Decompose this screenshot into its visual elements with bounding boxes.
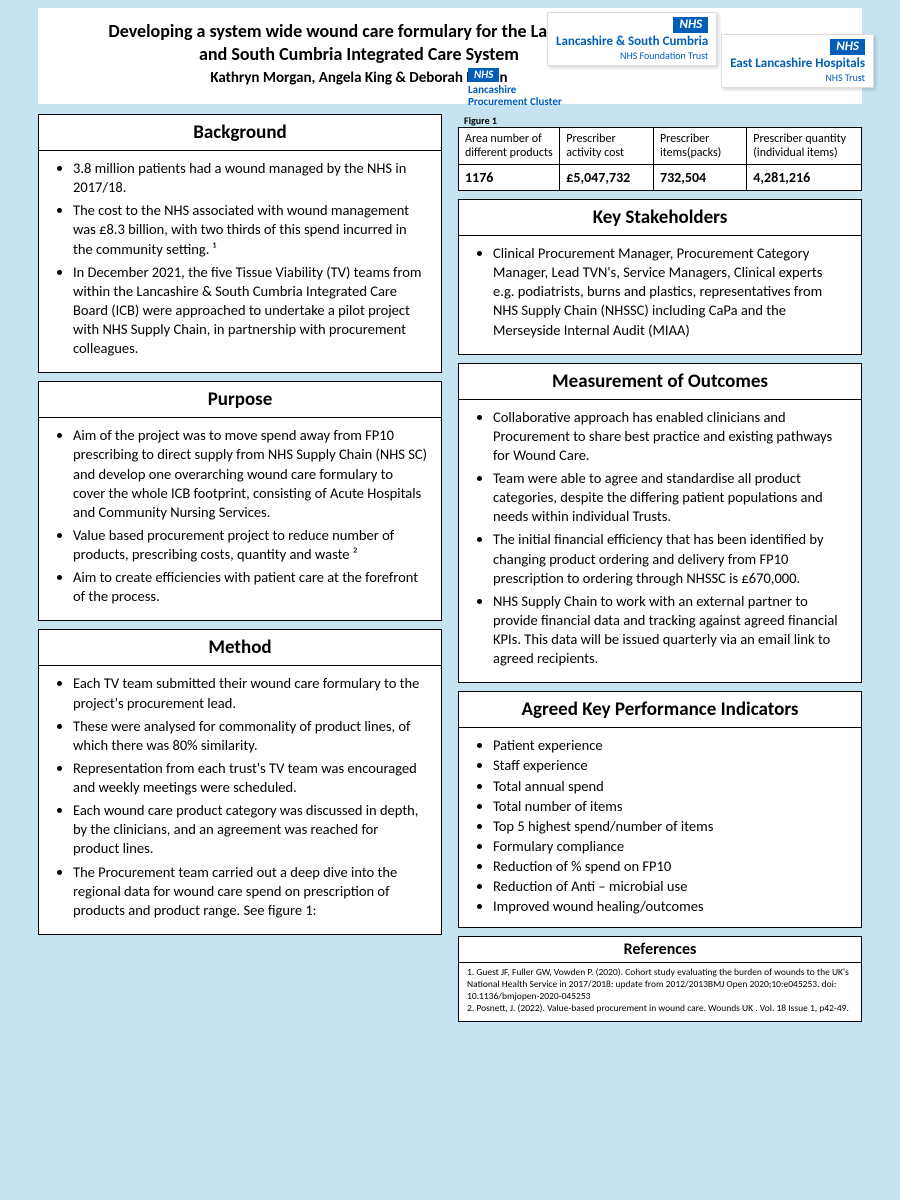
bullet-list: 3.8 million patients had a wound managed… — [53, 159, 427, 358]
panel-title: References — [459, 937, 861, 963]
bullet-list: Patient experienceStaff experience Total … — [473, 736, 847, 916]
left-column: Background 3.8 million patients had a wo… — [38, 114, 442, 1022]
list-item: Aim to create efficiencies with patient … — [73, 568, 427, 606]
table-header: Prescriber activity cost — [560, 128, 654, 165]
bullet-list: Clinical Procurement Manager, Procuremen… — [473, 244, 847, 340]
panel-title: Measurement of Outcomes — [459, 364, 861, 400]
columns: Background 3.8 million patients had a wo… — [38, 114, 862, 1022]
list-item: Top 5 highest spend/number of items — [493, 817, 847, 836]
panel-purpose: Purpose Aim of the project was to move s… — [38, 381, 442, 621]
bullet-list: Each TV team submitted their wound care … — [53, 674, 427, 920]
table-header: Area number of different products — [459, 128, 560, 165]
figure-label: Figure 1 — [458, 114, 862, 127]
panel-stakeholders: Key Stakeholders Clinical Procurement Ma… — [458, 199, 862, 355]
table-header: Prescriber items(packs) — [653, 128, 746, 165]
nhs-badge-icon: NHS — [673, 17, 708, 33]
list-item: Team were able to agree and standardise … — [493, 469, 847, 526]
panel-body: Clinical Procurement Manager, Procuremen… — [459, 236, 861, 354]
logo-elh: NHS East Lancashire Hospitals NHS Trust — [721, 34, 874, 88]
list-item: The Procurement team carried out a deep … — [73, 863, 427, 920]
list-item: Total number of items — [493, 797, 847, 816]
panel-references: References 1. Guest JF, Fuller GW, Vowde… — [458, 936, 862, 1022]
table-header-row: Area number of different products Prescr… — [459, 128, 862, 165]
list-item: Collaborative approach has enabled clini… — [493, 408, 847, 465]
list-item: In December 2021, the five Tissue Viabil… — [73, 263, 427, 359]
panel-title: Purpose — [39, 382, 441, 418]
reference-line: 2. Posnett, J. (2022). Value-based procu… — [467, 1003, 853, 1015]
panel-background: Background 3.8 million patients had a wo… — [38, 114, 442, 373]
panel-body: 1. Guest JF, Fuller GW, Vowden P. (2020)… — [459, 963, 861, 1021]
list-item: Formulary compliance — [493, 837, 847, 856]
panel-title: Agreed Key Performance Indicators — [459, 692, 861, 728]
nhs-badge-icon: NHS — [468, 68, 499, 82]
bullet-list: Aim of the project was to move spend awa… — [53, 426, 427, 606]
table-header: Prescriber quantity (individual items) — [747, 128, 862, 165]
logo-cluster: NHS Lancashire & South Cumbria NHS Found… — [543, 12, 874, 88]
list-item: Each TV team submitted their wound care … — [73, 674, 427, 712]
table-cell: 732,504 — [653, 165, 746, 191]
logo-lsc: NHS Lancashire & South Cumbria NHS Found… — [547, 12, 717, 66]
nhs-badge-icon: NHS — [830, 39, 865, 55]
list-item: Representation from each trust's TV team… — [73, 759, 427, 797]
panel-body: Collaborative approach has enabled clini… — [459, 400, 861, 683]
list-item: The initial financial efficiency that ha… — [493, 530, 847, 587]
list-item: Aim of the project was to move spend awa… — [73, 426, 427, 522]
figure1-table: Area number of different products Prescr… — [458, 127, 862, 191]
panel-title: Background — [39, 115, 441, 151]
list-item: NHS Supply Chain to work with an externa… — [493, 592, 847, 669]
poster-page: Developing a system wide wound care form… — [38, 8, 862, 1192]
list-item: Improved wound healing/outcomes — [493, 897, 847, 916]
list-item: Reduction of % spend on FP10 — [493, 857, 847, 876]
list-item: The cost to the NHS associated with woun… — [73, 201, 427, 258]
list-item: These were analysed for commonality of p… — [73, 717, 427, 755]
list-item: Reduction of Anti – microbial use — [493, 877, 847, 896]
right-column: Figure 1 Area number of different produc… — [458, 114, 862, 1022]
panel-outcomes: Measurement of Outcomes Collaborative ap… — [458, 363, 862, 684]
table-row: 1176 £5,047,732 732,504 4,281,216 — [459, 165, 862, 191]
panel-body: Aim of the project was to move spend awa… — [39, 418, 441, 620]
reference-line: 1. Guest JF, Fuller GW, Vowden P. (2020)… — [467, 967, 853, 1003]
figure1-block: Figure 1 Area number of different produc… — [458, 114, 862, 191]
panel-kpis: Agreed Key Performance Indicators Patien… — [458, 691, 862, 928]
panel-body: Each TV team submitted their wound care … — [39, 666, 441, 934]
panel-title: Key Stakeholders — [459, 200, 861, 236]
list-item: Each wound care product category was dis… — [73, 801, 427, 858]
panel-body: Patient experienceStaff experience Total … — [459, 728, 861, 927]
list-item: 3.8 million patients had a wound managed… — [73, 159, 427, 197]
bullet-list: Collaborative approach has enabled clini… — [473, 408, 847, 669]
panel-title: Method — [39, 630, 441, 666]
table-cell: £5,047,732 — [560, 165, 654, 191]
list-item: Staff experience — [493, 756, 847, 775]
table-cell: 1176 — [459, 165, 560, 191]
table-cell: 4,281,216 — [747, 165, 862, 191]
panel-method: Method Each TV team submitted their woun… — [38, 629, 442, 935]
logo-procurement: NHS LancashireProcurement Cluster — [468, 68, 562, 108]
list-item: Total annual spend — [493, 777, 847, 796]
poster-header: Developing a system wide wound care form… — [38, 8, 862, 104]
list-item: Value based procurement project to reduc… — [73, 526, 427, 564]
list-item: Patient experience — [493, 736, 847, 755]
list-item: Clinical Procurement Manager, Procuremen… — [493, 244, 847, 340]
panel-body: 3.8 million patients had a wound managed… — [39, 151, 441, 372]
